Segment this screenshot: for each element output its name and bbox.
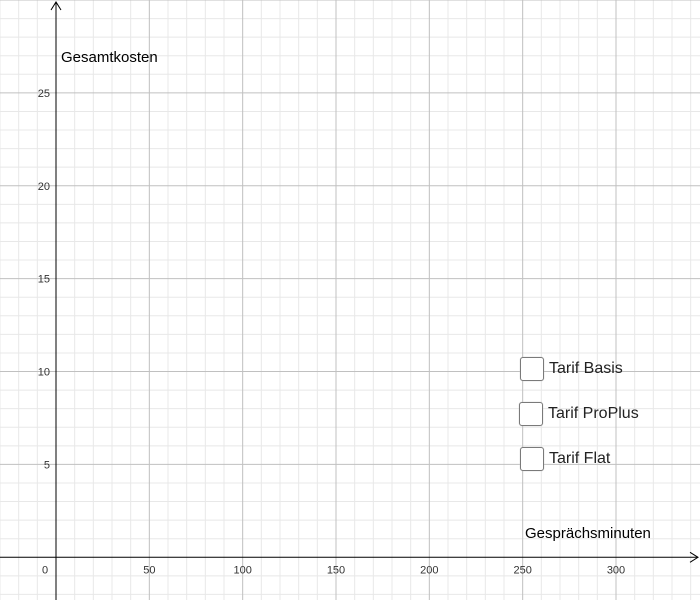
y-axis-arrow — [50, 1, 62, 11]
checkbox-tarif-flat[interactable]: Tarif Flat — [520, 447, 610, 471]
x-axis-arrow — [689, 551, 699, 563]
x-tick-labels: 0 50 100 150 200 250 300 — [42, 564, 625, 576]
x-axis-label: Gesprächsminuten — [525, 525, 651, 542]
checkbox-label: Tarif Basis — [549, 360, 623, 377]
y-tick-label: 20 — [38, 181, 50, 193]
y-tick-label: 25 — [38, 88, 50, 100]
checkbox-tarif-basis[interactable]: Tarif Basis — [520, 357, 623, 381]
y-tick-label: 15 — [38, 274, 50, 286]
checkbox-box[interactable] — [520, 447, 544, 471]
checkbox-box[interactable] — [519, 402, 543, 426]
x-tick-label: 0 — [42, 564, 48, 576]
x-tick-label: 250 — [513, 564, 531, 576]
y-tick-labels: 5 10 15 20 25 — [38, 88, 50, 472]
x-tick-label: 300 — [607, 564, 625, 576]
x-tick-label: 150 — [327, 564, 345, 576]
checkbox-label: Tarif ProPlus — [548, 405, 639, 422]
checkbox-tarif-proplus[interactable]: Tarif ProPlus — [519, 402, 639, 426]
checkbox-box[interactable] — [520, 357, 544, 381]
x-tick-label: 100 — [233, 564, 251, 576]
y-tick-label: 10 — [38, 367, 50, 379]
x-tick-label: 50 — [143, 564, 155, 576]
x-tick-label: 200 — [420, 564, 438, 576]
y-axis-label: Gesamtkosten — [61, 49, 158, 66]
checkbox-label: Tarif Flat — [549, 450, 611, 467]
y-tick-label: 5 — [44, 459, 50, 471]
